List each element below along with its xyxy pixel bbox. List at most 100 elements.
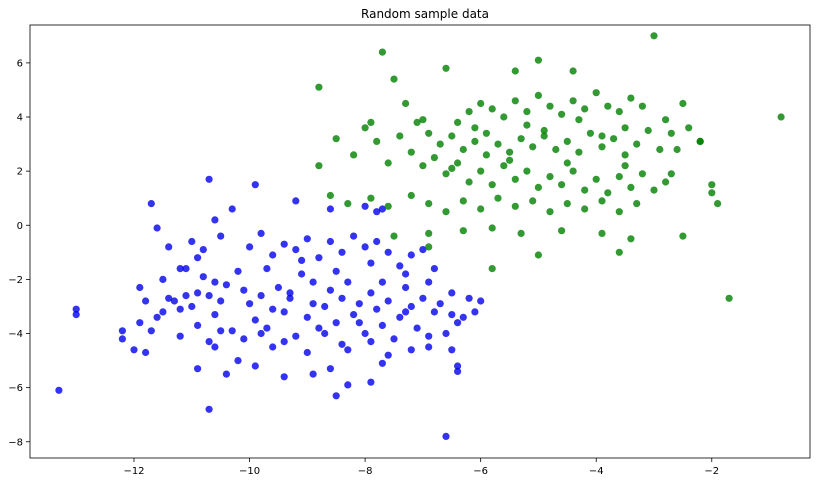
- data-point: [344, 381, 352, 389]
- data-point: [378, 359, 386, 367]
- data-point: [598, 132, 606, 140]
- data-point: [650, 32, 658, 40]
- data-point: [228, 327, 236, 335]
- data-point: [240, 335, 248, 343]
- data-point: [454, 118, 462, 126]
- data-point: [269, 343, 277, 351]
- data-point: [251, 316, 259, 324]
- data-point: [506, 148, 514, 156]
- data-point: [332, 135, 340, 143]
- data-point: [355, 319, 363, 327]
- data-point: [269, 251, 277, 259]
- data-point: [234, 357, 242, 365]
- data-point: [430, 154, 438, 162]
- data-point: [413, 324, 421, 332]
- data-point: [217, 232, 225, 240]
- data-point: [355, 300, 363, 308]
- data-point: [633, 200, 641, 208]
- data-point: [326, 286, 334, 294]
- data-point: [586, 129, 595, 137]
- data-point: [454, 362, 462, 370]
- data-point: [251, 181, 259, 189]
- data-point: [540, 132, 548, 140]
- y-tick-label: −4: [8, 329, 23, 340]
- data-point: [563, 200, 571, 208]
- data-point: [407, 302, 415, 311]
- data-point: [627, 183, 635, 191]
- x-tick-label: −4: [589, 466, 604, 477]
- data-point: [286, 294, 294, 302]
- data-point: [488, 181, 496, 189]
- data-point: [581, 105, 589, 113]
- data-point: [373, 137, 381, 145]
- data-point: [350, 311, 358, 319]
- data-point: [442, 329, 450, 338]
- data-point: [454, 367, 462, 375]
- data-point: [263, 265, 271, 273]
- data-point: [708, 189, 716, 197]
- data-point: [251, 362, 259, 370]
- data-point: [627, 94, 635, 102]
- data-point: [552, 145, 560, 154]
- data-point: [471, 308, 479, 316]
- data-point: [610, 135, 618, 143]
- data-point: [384, 351, 392, 359]
- data-point: [679, 99, 687, 108]
- data-point: [303, 348, 311, 357]
- data-point: [378, 321, 386, 329]
- data-point: [714, 200, 722, 208]
- data-point: [425, 278, 433, 286]
- y-tick-label: 2: [17, 167, 23, 178]
- data-point: [211, 343, 219, 351]
- data-point: [72, 305, 80, 313]
- data-point: [344, 200, 352, 208]
- data-point: [419, 246, 427, 254]
- data-point: [315, 324, 323, 332]
- data-point: [402, 308, 410, 316]
- data-point: [633, 140, 641, 148]
- data-point: [246, 300, 254, 308]
- data-point: [465, 178, 473, 186]
- data-point: [569, 167, 577, 175]
- data-point: [378, 205, 386, 213]
- data-point: [407, 191, 415, 200]
- data-point: [459, 145, 467, 154]
- data-point: [373, 208, 381, 216]
- data-point: [338, 294, 346, 302]
- data-point: [321, 329, 329, 338]
- data-point: [482, 151, 490, 159]
- data-point: [615, 208, 623, 216]
- data-point: [558, 227, 566, 235]
- data-point: [396, 262, 404, 270]
- data-point: [442, 208, 450, 216]
- data-point: [534, 251, 543, 259]
- data-point: [194, 254, 202, 262]
- data-point: [662, 116, 670, 124]
- data-point: [477, 205, 485, 213]
- data-point: [471, 124, 479, 132]
- data-point: [442, 432, 450, 440]
- data-point: [280, 240, 288, 248]
- data-point: [569, 97, 577, 105]
- plot-frame: [29, 24, 811, 459]
- data-point: [558, 181, 566, 189]
- data-point: [309, 300, 317, 308]
- data-point: [373, 305, 381, 313]
- data-point: [309, 278, 317, 286]
- data-point: [575, 148, 583, 156]
- data-point: [494, 140, 502, 148]
- data-point: [506, 156, 514, 164]
- data-point: [350, 232, 358, 240]
- data-point: [529, 143, 537, 151]
- data-point: [130, 346, 138, 354]
- data-point: [257, 229, 265, 237]
- data-point: [402, 283, 410, 292]
- data-point: [188, 237, 196, 246]
- chart-title: Random sample data: [361, 7, 489, 21]
- data-point: [159, 308, 167, 316]
- data-point: [182, 265, 190, 273]
- data-point: [292, 246, 300, 254]
- data-point: [326, 191, 334, 200]
- data-point: [534, 56, 543, 64]
